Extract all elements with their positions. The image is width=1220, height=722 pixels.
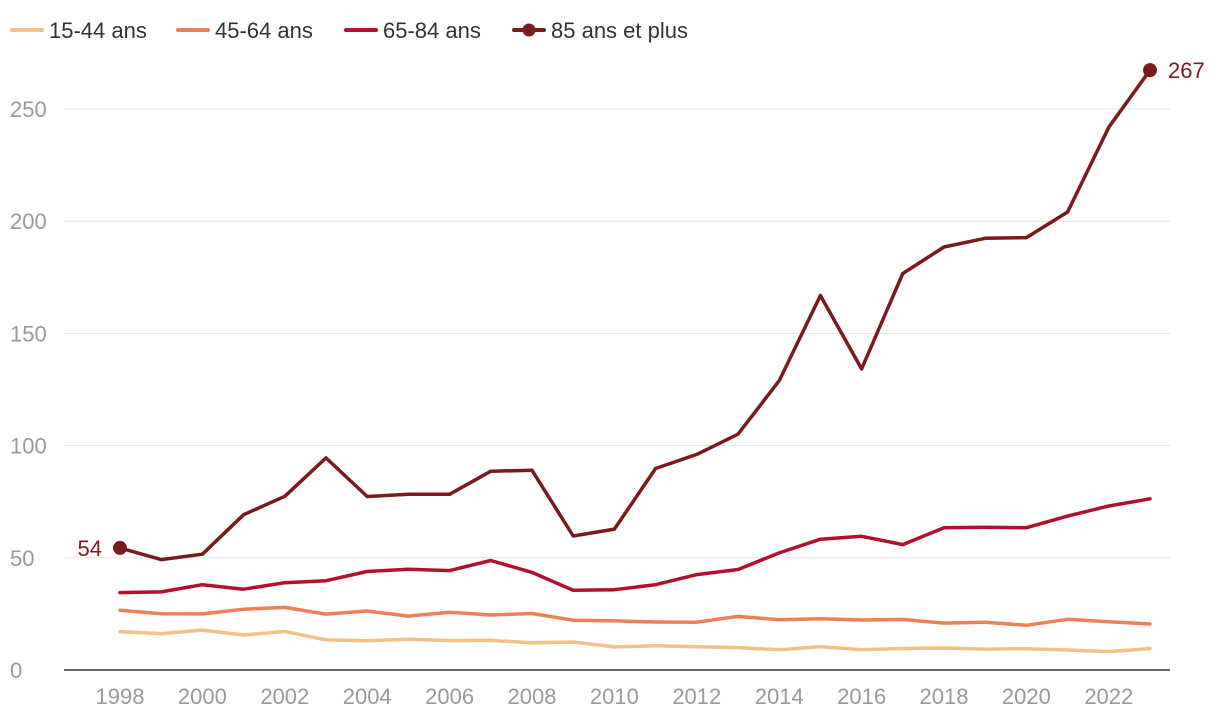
x-tick-label-2004: 2004 [343, 684, 392, 709]
series-line-45-64-ans [118, 605, 1152, 628]
x-tick-label-2010: 2010 [590, 684, 639, 709]
legend-item-65-84-ans: 65-84 ans [344, 18, 481, 43]
legend-item-85-ans-et-plus: 85 ans et plus [512, 18, 688, 43]
series-line-85-ans-et-plus [118, 68, 1152, 562]
data-label-85-ans-et-plus-1998: 54 [78, 536, 102, 561]
x-tick-label-2002: 2002 [260, 684, 309, 709]
legend-label-15-44-ans: 15-44 ans [49, 18, 147, 43]
y-tick-label-200: 200 [10, 209, 47, 234]
legend-item-45-64-ans: 45-64 ans [176, 18, 313, 43]
x-tick-label-2012: 2012 [672, 684, 721, 709]
legend-label-65-84-ans: 65-84 ans [383, 18, 481, 43]
series-line-15-44-ans [118, 628, 1152, 654]
data-label-85-ans-et-plus-2023: 267 [1168, 58, 1205, 83]
series-line-65-84-ans [118, 497, 1152, 595]
y-tick-label-100: 100 [10, 434, 47, 459]
x-tick-label-2000: 2000 [178, 684, 227, 709]
gridlines [64, 108, 1170, 559]
series-lines: 54 267 [78, 58, 1205, 654]
y-tick-label-0: 0 [10, 658, 22, 683]
legend-label-85-ans-et-plus: 85 ans et plus [551, 18, 688, 43]
x-tick-label-2018: 2018 [920, 684, 969, 709]
x-tick-label-2016: 2016 [837, 684, 886, 709]
x-tick-label-2006: 2006 [425, 684, 474, 709]
x-tick-label-2022: 2022 [1084, 684, 1133, 709]
legend: 15-44 ans 45-64 ans 65-84 ans 85 ans et plu… [10, 18, 688, 43]
x-tick-label-2020: 2020 [1002, 684, 1051, 709]
x-tick-label-2014: 2014 [755, 684, 804, 709]
y-tick-label-150: 150 [10, 321, 47, 346]
x-tick-label-2008: 2008 [508, 684, 557, 709]
axes: 0 50 100 150 200 250 1998 2000 2002 2004 2006 2008 2… [10, 97, 1170, 709]
legend-item-15-44-ans: 15-44 ans [10, 18, 147, 43]
data-point-85-ans-et-plus-1998 [113, 540, 127, 555]
legend-label-45-64-ans: 45-64 ans [215, 18, 313, 43]
legend-marker-85-ans-et-plus [522, 23, 536, 37]
y-tick-label-50: 50 [10, 546, 34, 571]
data-point-85-ans-et-plus-2023 [1143, 63, 1157, 78]
x-tick-label-1998: 1998 [96, 684, 145, 709]
y-tick-label-250: 250 [10, 97, 47, 122]
